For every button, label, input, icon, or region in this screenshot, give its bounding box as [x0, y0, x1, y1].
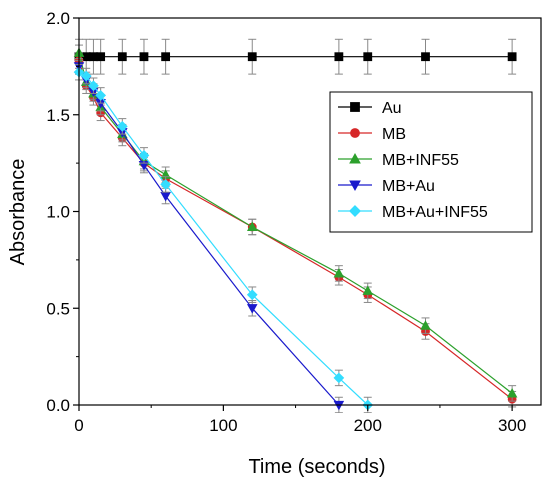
- y-tick-label: 0.5: [46, 299, 70, 318]
- series-mb-au: [73, 58, 345, 413]
- legend-swatch-marker: [350, 128, 360, 138]
- data-point: [506, 387, 518, 398]
- legend-swatch-marker: [350, 102, 360, 112]
- y-tick-label: 2.0: [46, 9, 70, 28]
- data-point: [334, 52, 344, 62]
- data-point: [160, 179, 171, 190]
- legend-swatch-marker: [349, 205, 361, 217]
- legend: Au MB MB+INF55 MB+Au MB+Au+INF55: [329, 91, 533, 233]
- data-point: [362, 285, 374, 295]
- legend-item-mb-inf55: MB+INF55: [338, 152, 459, 169]
- data-point: [246, 304, 258, 314]
- data-point: [420, 320, 431, 330]
- data-point: [116, 120, 128, 132]
- series-line: [78, 66, 340, 406]
- data-point: [507, 52, 517, 62]
- data-point: [246, 289, 258, 301]
- x-tick-label: 0: [74, 416, 83, 435]
- series-group: [73, 38, 518, 413]
- data-point: [88, 80, 99, 92]
- y-axis-title: Absorbance: [7, 159, 29, 266]
- data-point: [96, 52, 106, 62]
- y-tick-label: 1.5: [46, 106, 70, 125]
- series-line: [78, 71, 369, 406]
- legend-label: MB+Au: [382, 178, 435, 195]
- data-point: [246, 221, 258, 232]
- x-tick-label: 200: [354, 416, 382, 435]
- series-au: [74, 38, 517, 75]
- data-point: [161, 52, 171, 62]
- series-mb-au-inf55: [73, 63, 374, 413]
- data-point: [89, 52, 98, 62]
- legend-box: [329, 91, 533, 233]
- x-axis-title: Time (seconds): [248, 456, 385, 478]
- data-point: [80, 70, 92, 82]
- data-point: [333, 372, 345, 384]
- legend-label: MB: [382, 126, 406, 143]
- legend-label: MB+INF55: [382, 152, 459, 169]
- legend-swatch-marker: [349, 180, 361, 191]
- legend-swatch-marker: [349, 153, 361, 164]
- legend-label: MB+Au+INF55: [382, 204, 488, 221]
- data-point: [421, 52, 430, 62]
- y-tick-label: 0.0: [46, 396, 70, 415]
- legend-item-mb-au-inf55: MB+Au+INF55: [338, 204, 488, 221]
- data-point: [95, 90, 107, 101]
- legend-label: Au: [382, 100, 402, 117]
- plot-area: [73, 38, 518, 413]
- data-point: [363, 52, 373, 62]
- x-tick-label: 100: [209, 416, 237, 435]
- data-point: [117, 52, 127, 62]
- y-tick-label: 1.0: [46, 203, 70, 222]
- data-point: [333, 267, 345, 278]
- data-point: [247, 52, 257, 62]
- data-point: [138, 150, 150, 161]
- legend-item-mb-au: MB+Au: [338, 178, 435, 195]
- legend-item-au: Au: [338, 100, 402, 117]
- x-tick-label: 300: [498, 416, 526, 435]
- axes: 0 100 200 300 0.0 0.5 1.0 1.5 2.0: [46, 9, 542, 435]
- data-point: [139, 52, 149, 62]
- legend-item-mb: MB: [338, 126, 406, 143]
